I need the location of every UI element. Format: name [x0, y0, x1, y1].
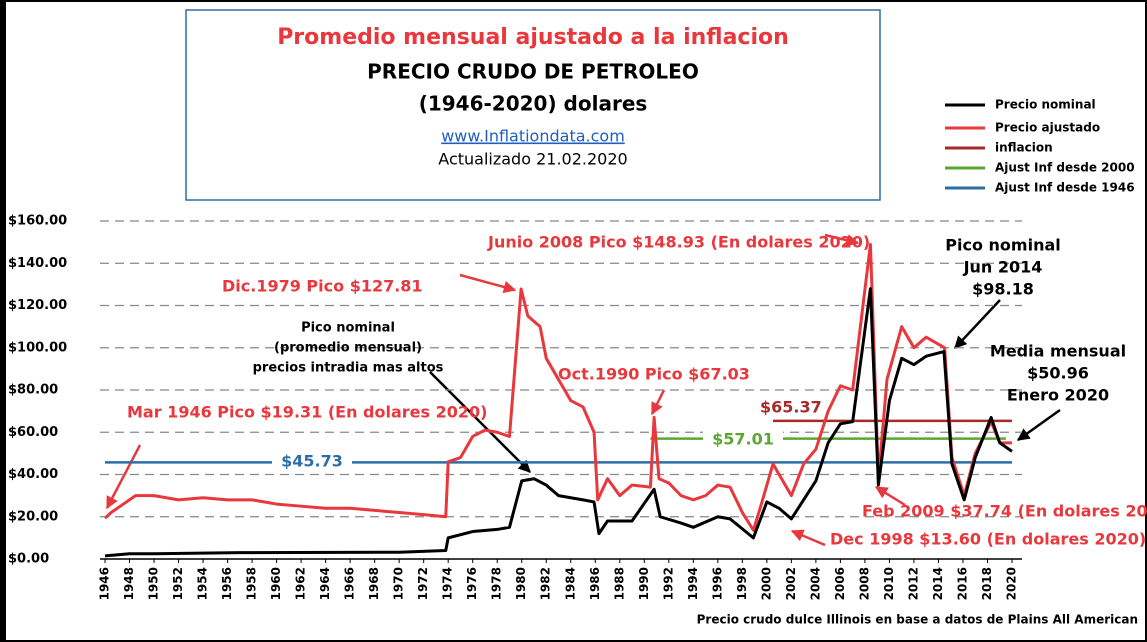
reference-label: $57.01	[712, 430, 774, 449]
x-tick-label: 1994	[686, 567, 700, 600]
annotation: (promedio mensual)	[274, 341, 422, 356]
annotation: Dec 1998 $13.60 (En dolares 2020)	[830, 530, 1146, 549]
header-box	[185, 9, 881, 201]
y-tick-label: $120.00	[8, 298, 67, 313]
legend-label: Ajust Inf desde 1946	[995, 181, 1135, 195]
y-tick-label: $0.00	[8, 552, 49, 567]
x-tick-label: 1954	[196, 567, 210, 600]
x-tick-label: 1960	[269, 567, 283, 600]
x-tick-label: 1968	[367, 567, 381, 600]
x-tick-label: 1950	[147, 567, 161, 600]
x-tick-label: 1982	[539, 567, 553, 600]
x-tick-label: 1988	[612, 567, 626, 600]
label-backing	[703, 430, 783, 450]
x-tick-label: 2006	[833, 567, 847, 600]
annotation: Mar 1946 Pico $19.31 (En dolares 2020)	[127, 403, 487, 422]
annotation: $50.96	[1027, 364, 1089, 383]
y-tick-label: $80.00	[8, 383, 58, 398]
website-link[interactable]: www.Inflationdata.com	[441, 127, 625, 146]
x-tick-label: 1986	[588, 567, 602, 600]
x-tick-label: 1966	[343, 567, 357, 600]
arrow	[874, 485, 906, 507]
arrow	[459, 273, 517, 294]
source-note: Precio crudo dulce Illinois en base a da…	[697, 613, 1138, 627]
annotation: Enero 2020	[1007, 386, 1109, 405]
x-tick-label: 1998	[735, 567, 749, 600]
arrow	[954, 299, 1001, 349]
x-tick-label: 2010	[882, 567, 896, 600]
annotation: Pico nominal	[945, 236, 1060, 255]
annotation: Media mensual	[990, 342, 1126, 361]
legend-label: Ajust Inf desde 2000	[995, 161, 1135, 175]
x-tick-label: 1992	[661, 567, 675, 600]
x-tick-label: 1972	[416, 567, 430, 600]
x-tick-label: 2016	[955, 567, 969, 600]
series-line	[104, 287, 1013, 558]
reference-label: $65.37	[760, 398, 822, 417]
x-tick-label: 1980	[514, 567, 528, 600]
arrow	[105, 444, 142, 510]
x-tick-label: 2000	[759, 567, 773, 600]
annotation: Junio 2008 Pico $148.93 (En dolares 2020…	[487, 233, 870, 252]
frame-edge	[0, 0, 6, 642]
x-tick-label: 2018	[980, 567, 994, 600]
x-tick-label: 2008	[857, 567, 871, 600]
y-tick-label: $20.00	[8, 509, 58, 524]
x-tick-label: 2002	[784, 567, 798, 600]
x-tick-label: 2020	[1005, 567, 1019, 600]
label-backing	[272, 452, 352, 472]
x-tick-label: 2004	[808, 567, 822, 600]
x-tick-label: 1958	[245, 567, 259, 600]
y-tick-label: $160.00	[8, 214, 67, 229]
annotation: Dic.1979 Pico $127.81	[222, 277, 423, 296]
x-tick-label: 1962	[294, 567, 308, 600]
x-tick-label: 2014	[931, 567, 945, 600]
chart-title: Promedio mensual ajustado a la inflacion	[277, 25, 789, 50]
x-tick-label: 1996	[710, 567, 724, 600]
annotation: Feb 2009 $37.74 (En dolares 2020)	[862, 502, 1147, 521]
x-tick-label: 1952	[171, 567, 185, 600]
annotation: Oct.1990 Pico $67.03	[558, 365, 750, 384]
legend-label: inflacion	[995, 141, 1053, 155]
x-tick-label: 1990	[637, 567, 651, 600]
y-tick-label: $100.00	[8, 340, 67, 355]
annotation: $98.18	[972, 280, 1034, 299]
x-tick-label: 1946	[98, 567, 112, 600]
annotation: Jun 2014	[963, 258, 1043, 277]
updated-date: Actualizado 21.02.2020	[438, 150, 627, 169]
arrow	[429, 371, 531, 473]
arrow	[1016, 408, 1061, 442]
arrow	[790, 529, 826, 547]
annotation: Pico nominal	[301, 321, 395, 336]
x-tick-label: 2012	[906, 567, 920, 600]
x-tick-label: 1948	[122, 567, 136, 600]
y-tick-label: $140.00	[8, 256, 67, 271]
x-tick-label: 1956	[220, 567, 234, 600]
y-tick-label: $60.00	[8, 425, 58, 440]
legend-label: Precio ajustado	[995, 121, 1100, 135]
y-tick-label: $40.00	[8, 467, 58, 482]
x-tick-label: 1964	[318, 567, 332, 600]
legend-label: Precio nominal	[995, 98, 1096, 112]
chart-subtitle: (1946-2020) dolares	[419, 92, 648, 116]
x-tick-label: 1970	[392, 567, 406, 600]
x-tick-label: 1984	[563, 567, 577, 600]
reference-label: $45.73	[281, 452, 343, 471]
x-tick-label: 1978	[490, 567, 504, 600]
arrow	[650, 389, 666, 416]
annotation-arrows	[105, 233, 1061, 547]
x-tick-label: 1976	[465, 567, 479, 600]
chart-subtitle: PRECIO CRUDO DE PETROLEO	[367, 60, 699, 84]
arrow	[824, 233, 860, 247]
x-tick-label: 1974	[441, 567, 455, 600]
annotation: precios intradia mas altos	[253, 361, 444, 376]
